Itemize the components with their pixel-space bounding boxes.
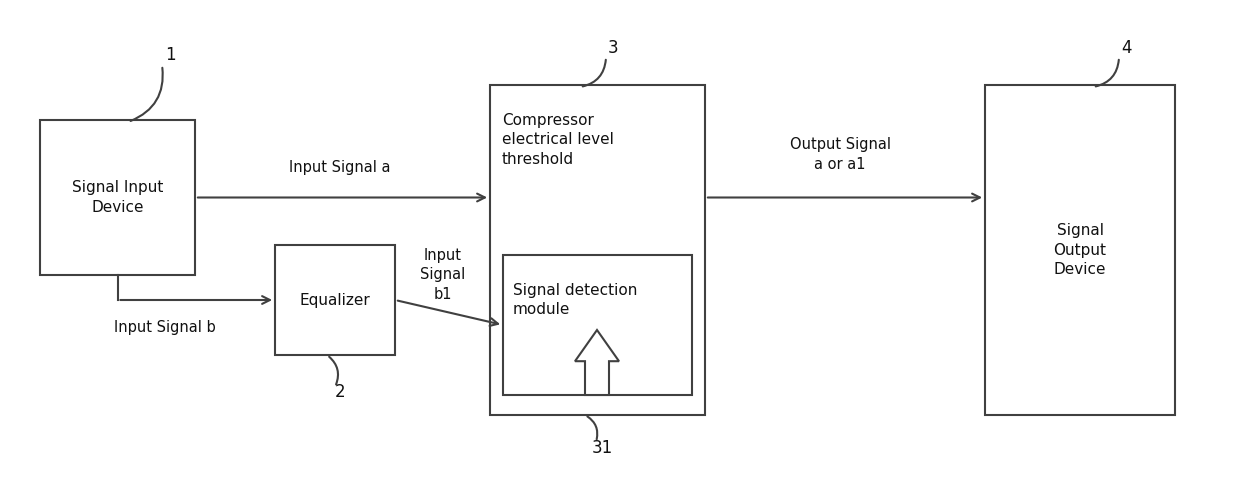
Text: Equalizer: Equalizer bbox=[300, 293, 371, 308]
Text: 2: 2 bbox=[335, 383, 345, 401]
Text: 4: 4 bbox=[1121, 39, 1131, 57]
Bar bbox=[275, 245, 396, 355]
Bar bbox=[40, 120, 195, 275]
Bar bbox=[490, 85, 706, 415]
Text: Signal Input
Device: Signal Input Device bbox=[72, 180, 164, 215]
Text: Input
Signal
b1: Input Signal b1 bbox=[420, 248, 466, 302]
Bar bbox=[985, 85, 1176, 415]
Text: Signal
Output
Device: Signal Output Device bbox=[1054, 223, 1106, 277]
Text: 31: 31 bbox=[591, 439, 613, 457]
Bar bbox=[503, 255, 692, 395]
Text: Output Signal
a or a1: Output Signal a or a1 bbox=[790, 137, 890, 172]
Text: Input Signal b: Input Signal b bbox=[114, 320, 216, 335]
Text: Signal detection
module: Signal detection module bbox=[513, 282, 637, 318]
Text: 1: 1 bbox=[165, 46, 175, 64]
Text: Input Signal a: Input Signal a bbox=[289, 160, 391, 175]
Text: Compressor
electrical level
threshold: Compressor electrical level threshold bbox=[502, 113, 614, 167]
Polygon shape bbox=[575, 330, 619, 395]
Text: 3: 3 bbox=[608, 39, 619, 57]
